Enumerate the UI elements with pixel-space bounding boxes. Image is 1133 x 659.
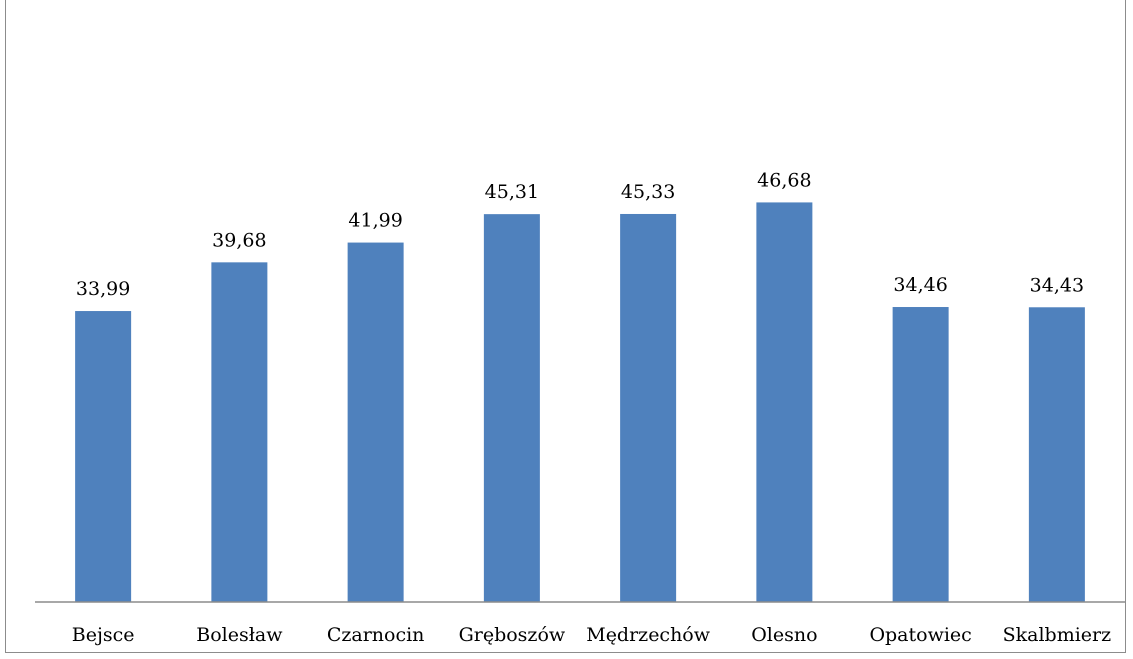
x-tick-label-bejsce: Bejsce — [72, 624, 135, 646]
data-label-gręboszów: 45,31 — [485, 181, 539, 203]
bar-gręboszów — [483, 214, 540, 602]
data-label-bolesław: 39,68 — [212, 229, 266, 251]
x-tick-label-bolesław: Bolesław — [196, 624, 283, 646]
bar-skalbmierz — [1028, 307, 1085, 602]
x-tick-label-gręboszów: Gręboszów — [459, 624, 566, 646]
x-tick-labels-layer: Bejsce Bolesław Czarnocin Gręboszów Mędrzech… — [72, 624, 1111, 646]
bar-czarnocin — [347, 242, 404, 602]
x-tick-label-mędrzechów: Mędrzechów — [586, 624, 711, 646]
data-label-czarnocin: 41,99 — [348, 210, 402, 232]
bar-bejsce — [75, 311, 132, 602]
x-tick-label-skalbmierz: Skalbmierz — [1003, 624, 1112, 646]
data-label-olesno: 46,68 — [757, 169, 811, 191]
x-tick-label-olesno: Olesno — [751, 624, 817, 646]
bar-mędrzechów — [620, 213, 677, 602]
data-label-bejsce: 33,99 — [76, 278, 130, 300]
x-tick-label-czarnocin: Czarnocin — [327, 624, 425, 646]
bar-opatowiec — [892, 307, 949, 602]
x-tick-label-opatowiec: Opatowiec — [869, 624, 971, 646]
data-labels-layer: 33,99 39,68 41,99 45,31 45,33 46,68 34,46 34,43 — [76, 169, 1084, 300]
bars-layer — [75, 202, 1085, 603]
data-label-mędrzechów: 45,33 — [621, 181, 675, 203]
data-label-skalbmierz: 34,43 — [1030, 274, 1084, 296]
bar-olesno — [756, 202, 813, 603]
data-label-opatowiec: 34,46 — [893, 274, 947, 296]
bar-bolesław — [211, 262, 268, 602]
